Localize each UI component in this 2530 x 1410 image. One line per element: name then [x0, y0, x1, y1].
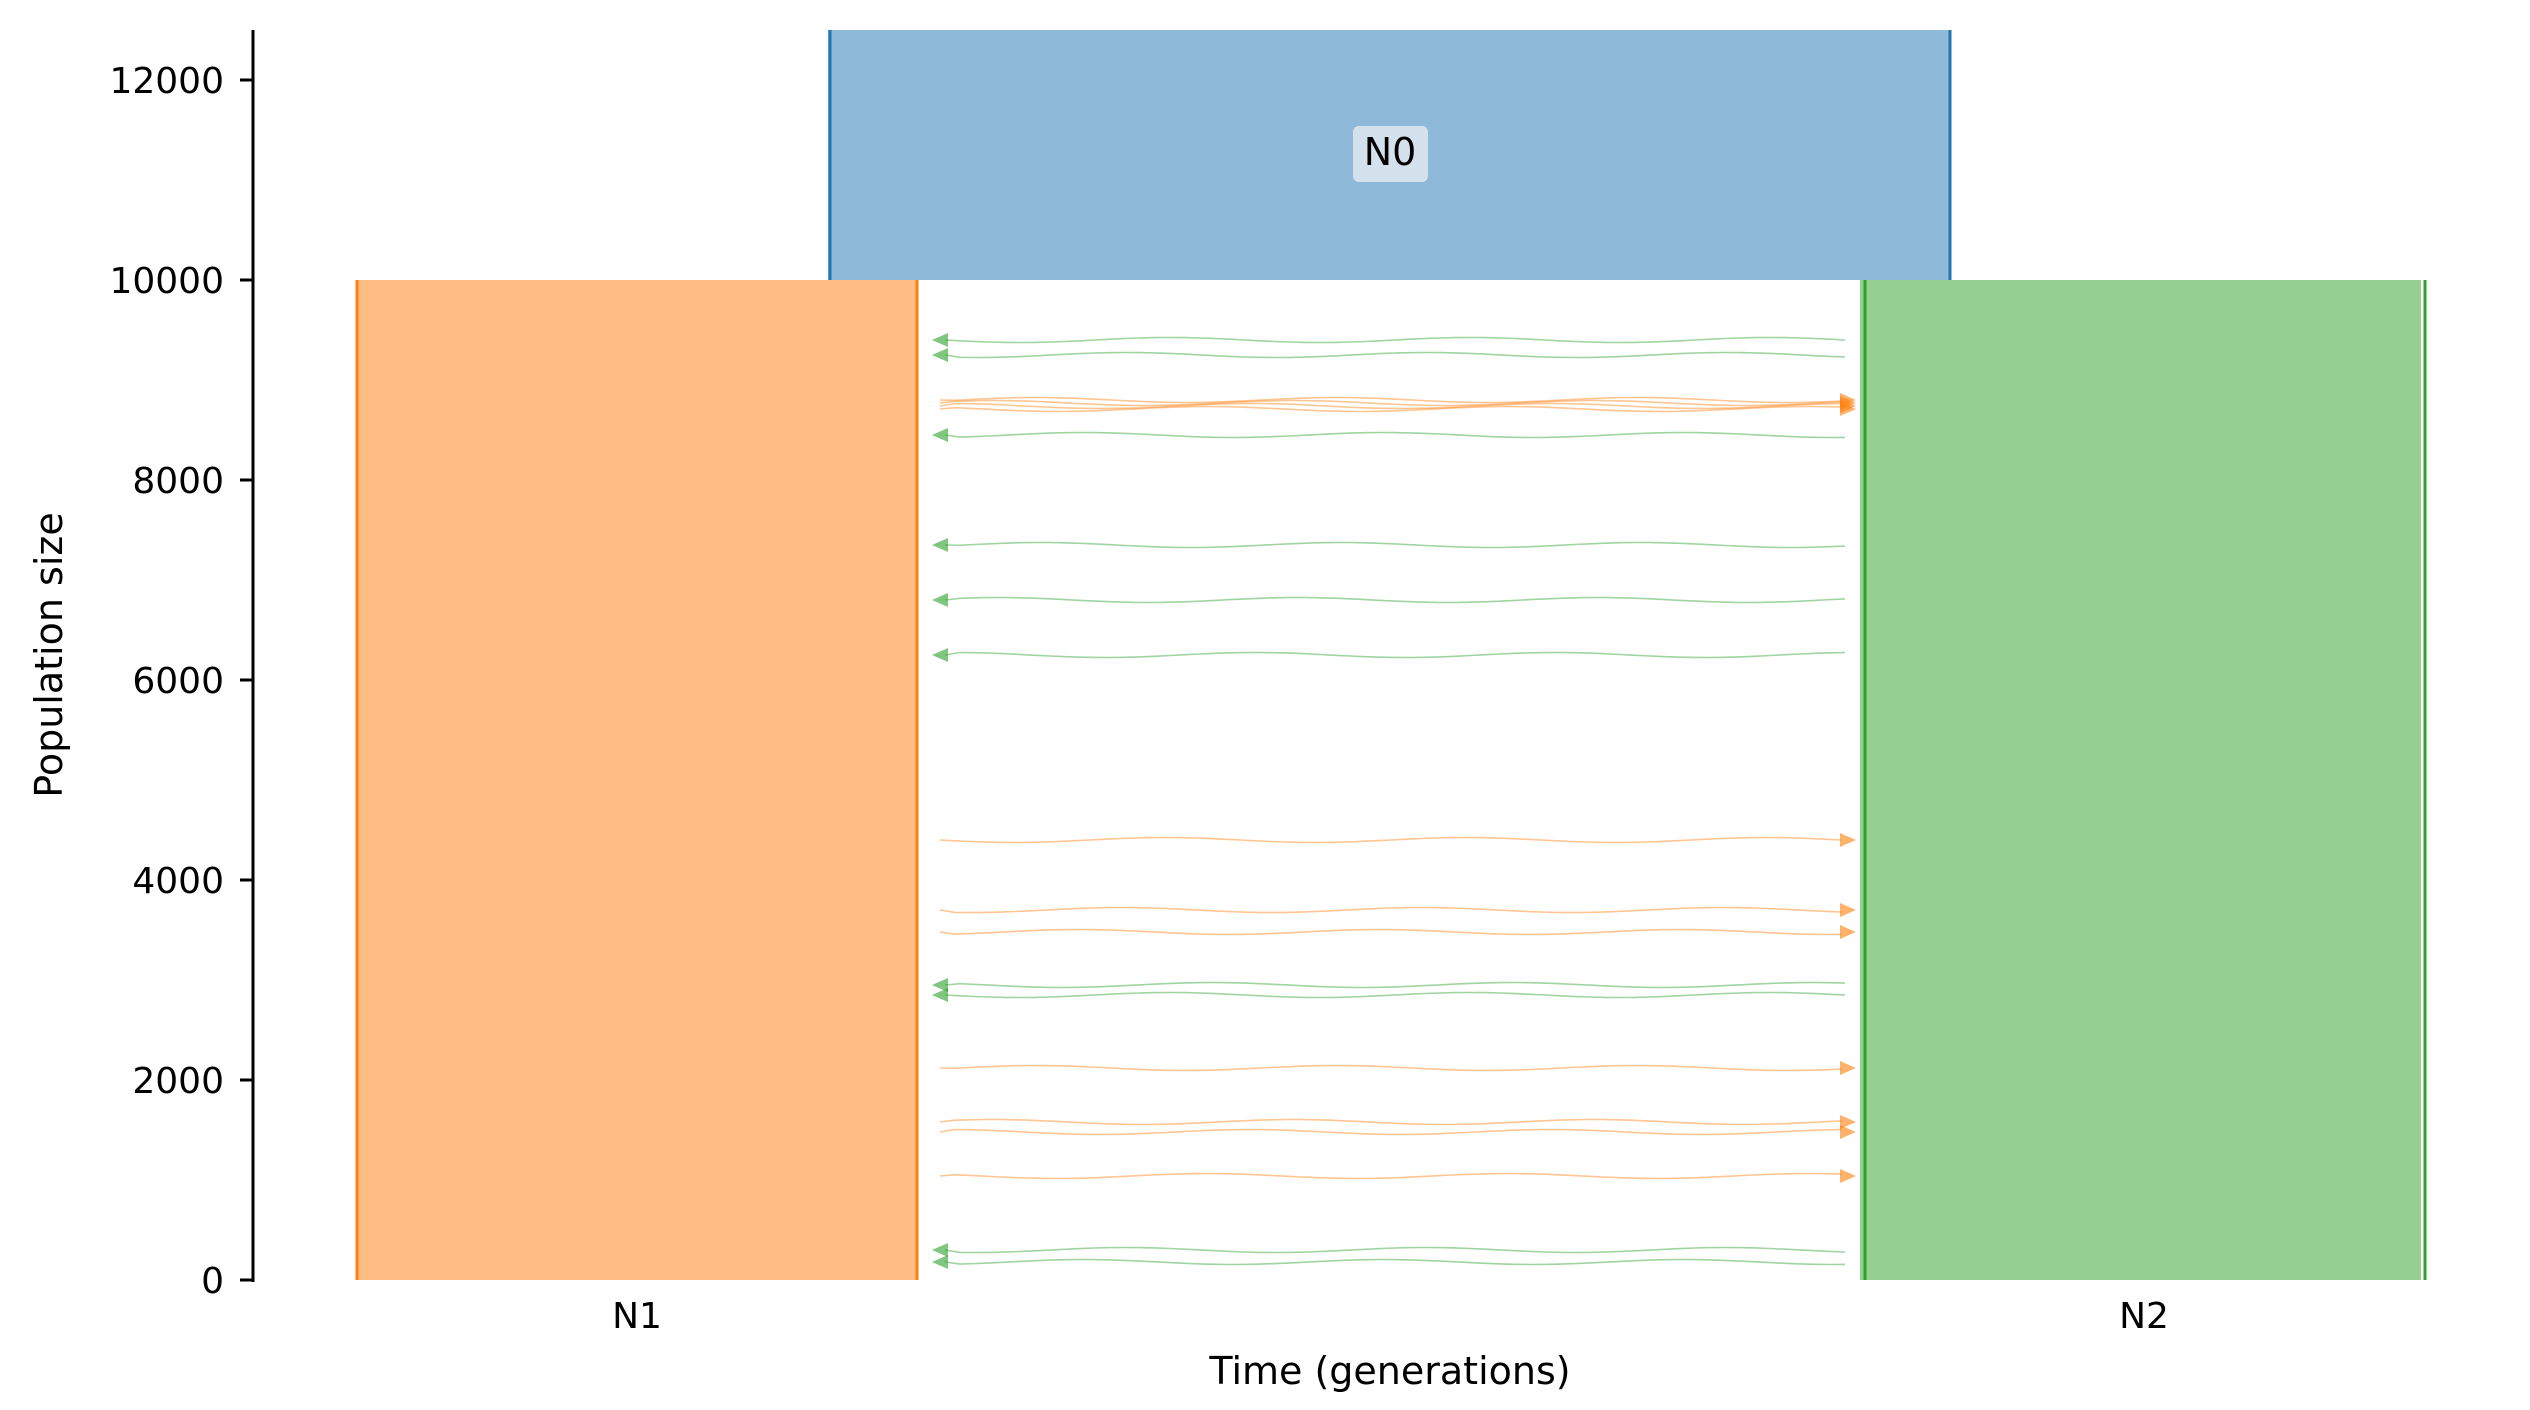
migration-arrow-n2-to-n1	[932, 538, 1846, 552]
x-tick-label-n1: N1	[612, 1296, 662, 1337]
y-axis-title: Population size	[27, 512, 71, 797]
migration-arrow-n1-to-n2	[939, 833, 1856, 847]
y-tick-label: 0	[201, 1261, 224, 1302]
migration-arrow-n1-to-n2	[939, 1061, 1856, 1075]
migration-arrow-n2-to-n1	[932, 1255, 1846, 1269]
y-tick-label: 10000	[109, 261, 224, 302]
y-tick-label: 4000	[132, 861, 224, 902]
x-axis-title: Time (generations)	[1208, 1349, 1570, 1393]
migration-arrow-n1-to-n2	[939, 1115, 1856, 1129]
migration-arrow-n2-to-n1	[932, 348, 1846, 362]
y-tick-label: 12000	[109, 61, 224, 102]
deme-n2-block	[1860, 280, 2421, 1280]
migration-arrow-n1-to-n2	[939, 903, 1856, 917]
deme-n0-label: N0	[1364, 130, 1417, 174]
migration-arrow-n2-to-n1	[932, 648, 1846, 662]
migration-arrow-n2-to-n1	[932, 428, 1846, 442]
y-axis-ticks: 0 2000 4000 6000 8000 10000 12000	[109, 61, 253, 1302]
migration-arrow-n2-to-n1	[932, 1243, 1846, 1257]
migration-arrow-n2-to-n1	[932, 593, 1846, 607]
migration-arrow-n2-to-n1	[932, 978, 1846, 992]
migration-arrow-n2-to-n1	[932, 333, 1846, 347]
migration-arrow-n1-to-n2	[939, 402, 1856, 416]
y-tick-label: 8000	[132, 461, 224, 502]
migration-arrow-n1-to-n2	[939, 1169, 1856, 1183]
migration-arrow-n2-to-n1	[932, 988, 1846, 1002]
deme-n1-fill	[358, 280, 917, 1280]
migration-arrow-n1-to-n2	[939, 925, 1856, 939]
deme-n0-label-box	[1353, 126, 1428, 182]
migration-arrow-n1-to-n2	[939, 1125, 1856, 1139]
x-tick-label-n2: N2	[2119, 1296, 2169, 1337]
y-tick-label: 6000	[132, 661, 224, 702]
migration-layer	[932, 333, 1856, 1269]
y-tick-label: 2000	[132, 1061, 224, 1102]
